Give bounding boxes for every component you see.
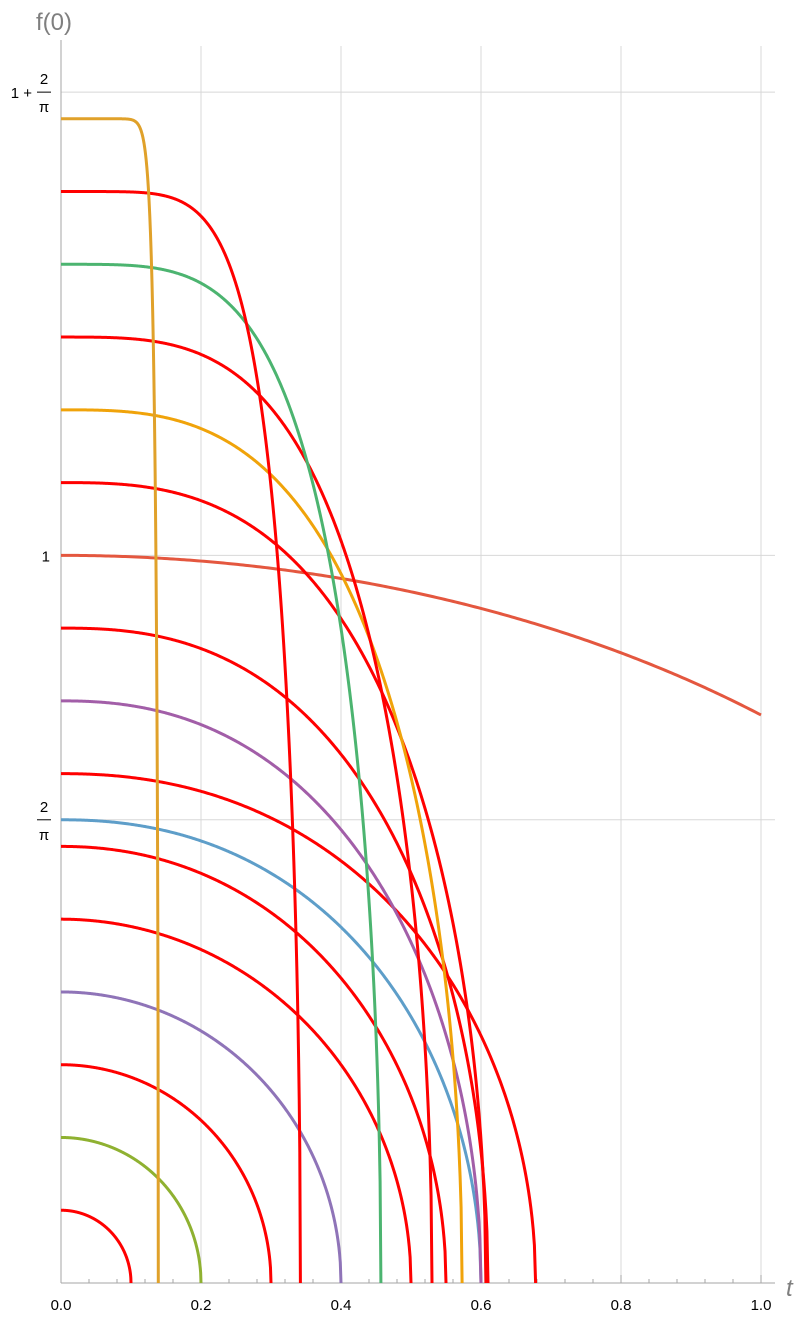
curve-3: [60, 1063, 273, 1284]
curve-7: [60, 818, 483, 1284]
curve-12: [60, 481, 488, 1284]
grid-lines: [61, 46, 775, 1283]
x-tick-label: 0.8: [611, 1297, 632, 1314]
curve-14: [60, 335, 434, 1284]
y-tick-label: 2 π 1 +: [11, 71, 51, 116]
data-curves: [59, 117, 762, 1284]
curve-13: [60, 408, 464, 1284]
curve-6: [60, 844, 448, 1284]
y-tick-label: 1: [42, 548, 50, 565]
x-tick-label: 0.6: [471, 1297, 492, 1314]
curve-9: [60, 699, 483, 1284]
y-tick-value: 1: [42, 548, 50, 565]
y-tick-numerator: 2: [40, 799, 48, 816]
y-tick-denominator: π: [39, 99, 49, 116]
x-tick-label: 0.4: [331, 1297, 352, 1314]
x-tick-label: 0.0: [51, 1297, 72, 1314]
x-axis-title: t: [786, 1275, 794, 1302]
axes: [60, 40, 775, 1284]
y-tick-prefix: 1 +: [11, 85, 33, 102]
curve-16: [60, 190, 302, 1284]
curve-17: [59, 117, 160, 1284]
curve-5: [60, 917, 413, 1284]
curve-1: [59, 1208, 133, 1284]
y-tick-denominator: π: [39, 827, 49, 844]
curve-8: [60, 772, 538, 1284]
y-axis-title: f(0): [36, 9, 72, 36]
x-tick-label: 0.2: [191, 1297, 212, 1314]
y-tick-label: 2π: [37, 799, 51, 844]
curve-10: [60, 626, 490, 1284]
curve-11: [60, 553, 762, 717]
curve-2: [59, 1135, 203, 1284]
curve-15: [60, 262, 383, 1284]
y-tick-numerator: 2: [40, 71, 48, 88]
x-tick-label: 1.0: [751, 1297, 772, 1314]
curve-4: [60, 990, 343, 1284]
